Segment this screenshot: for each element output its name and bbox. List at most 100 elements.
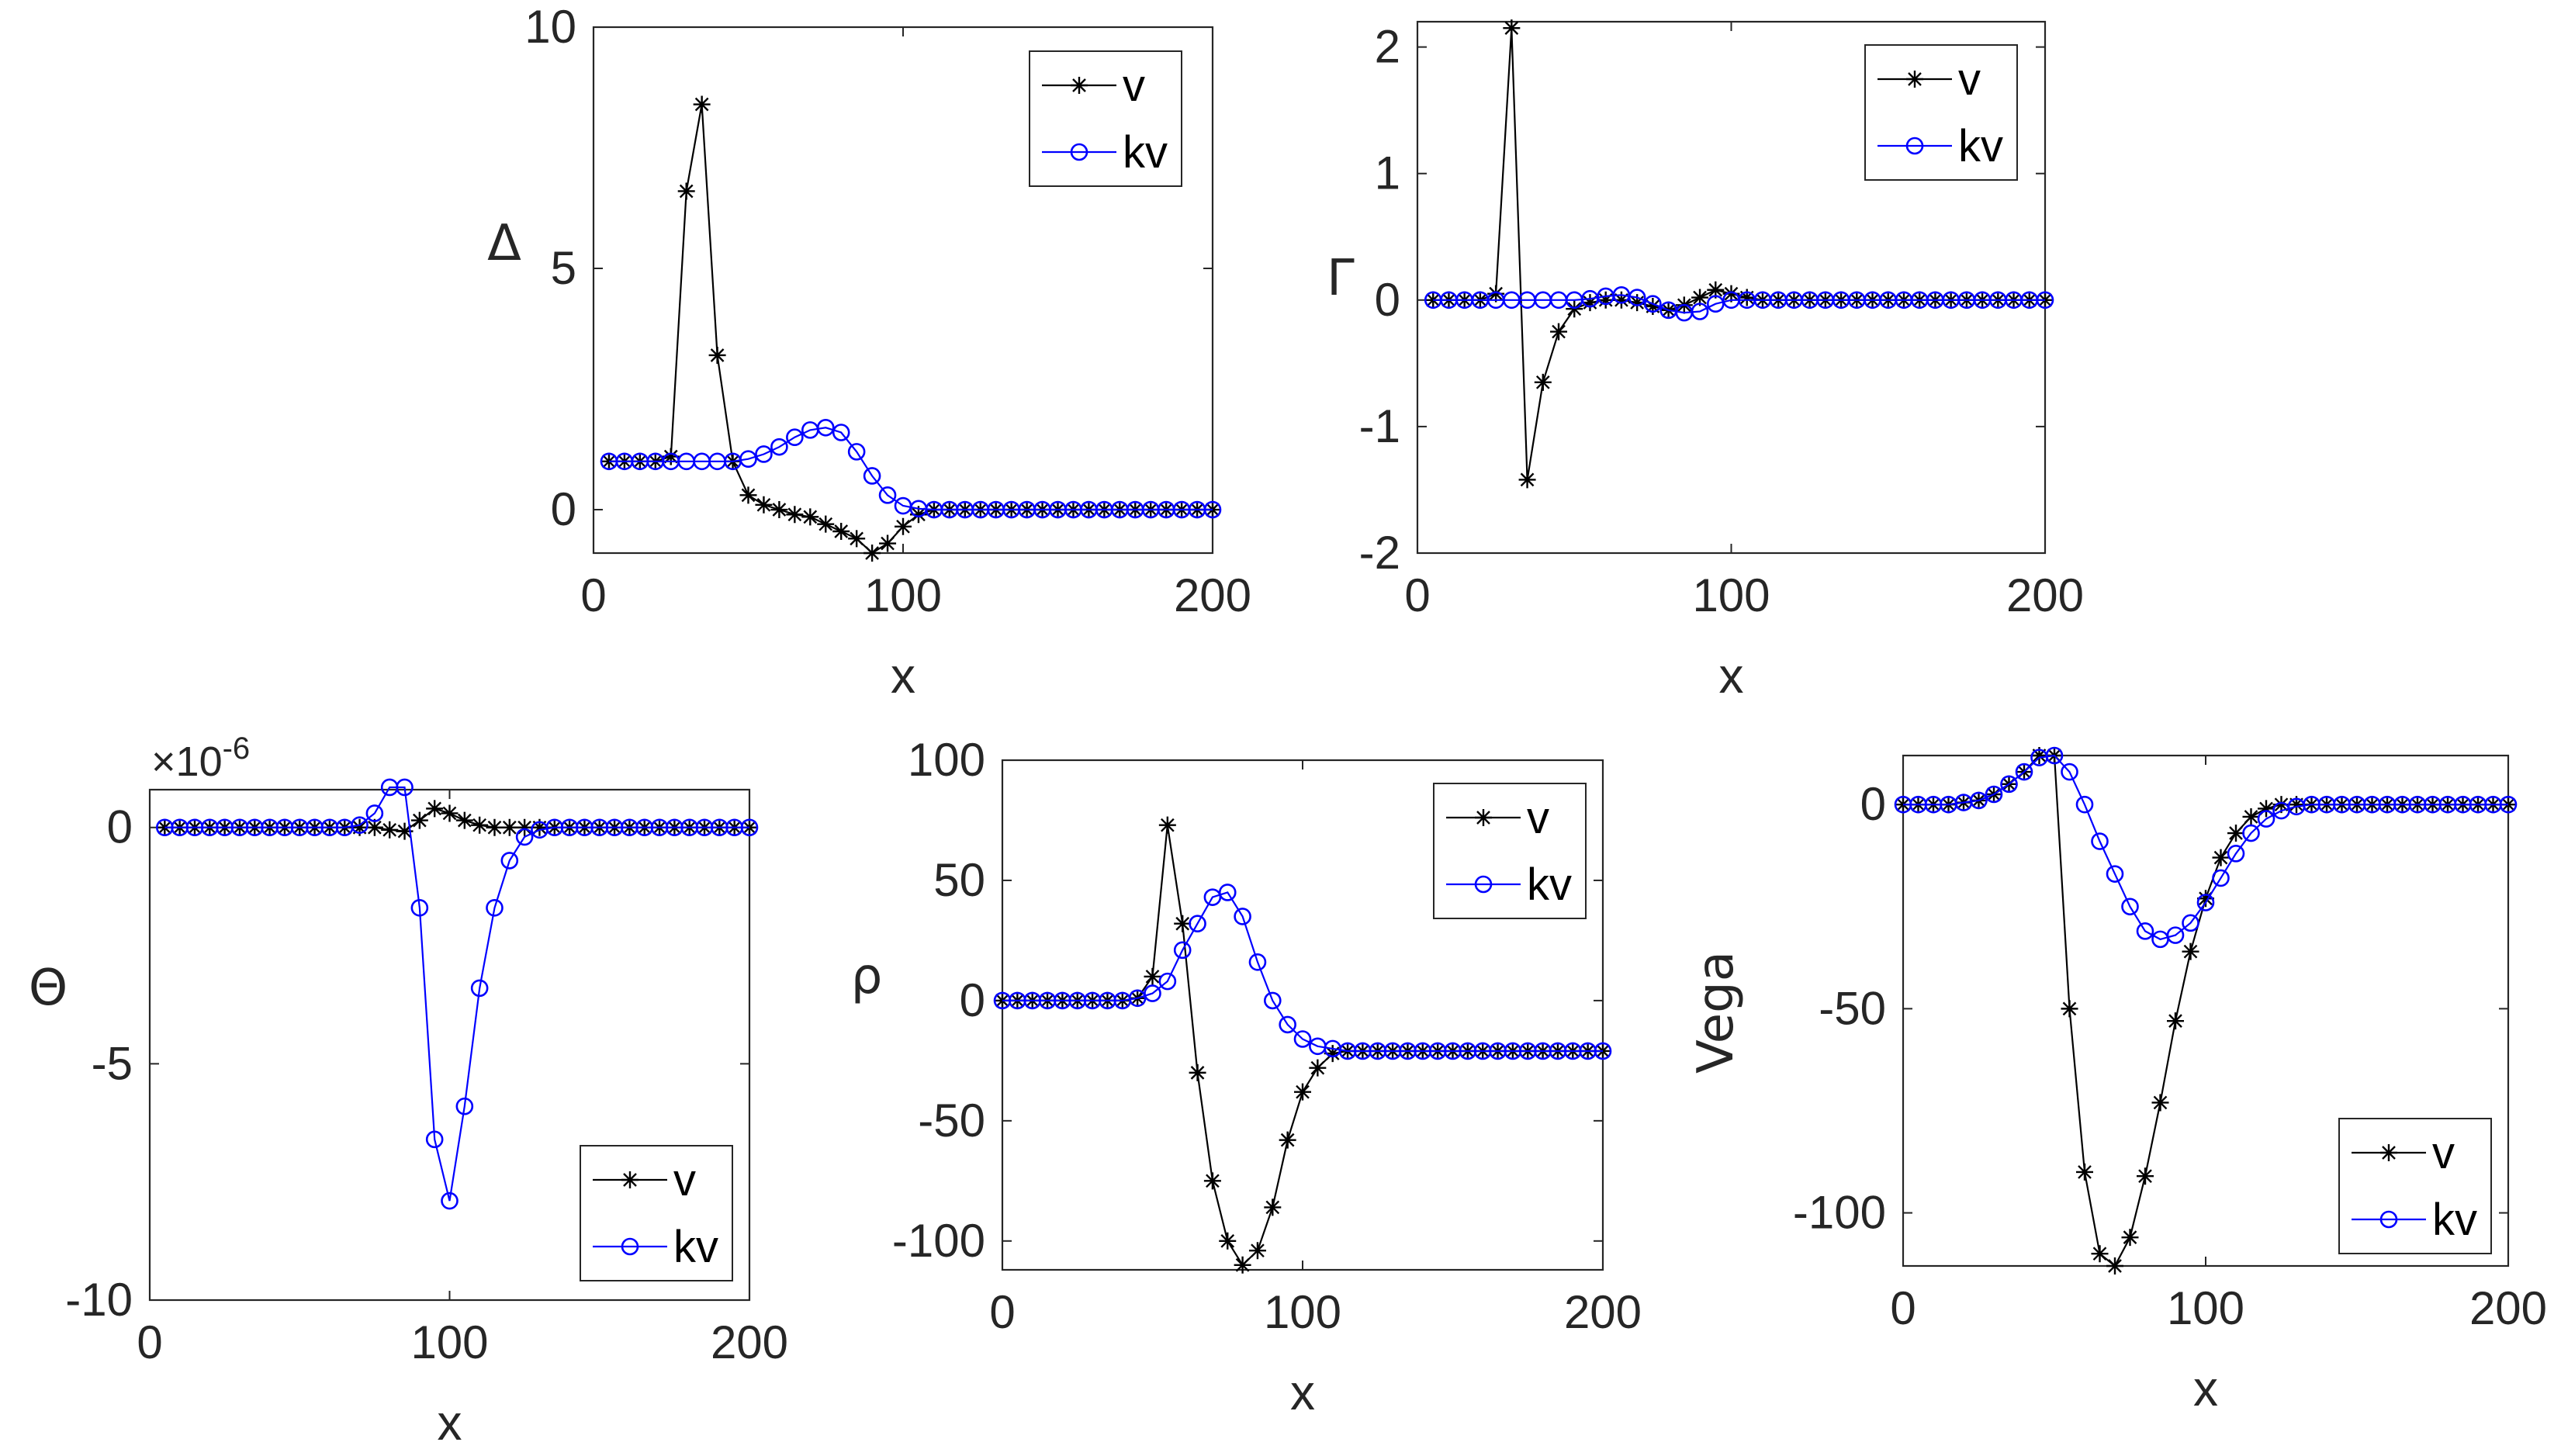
x-axis-label: x [1290, 1364, 1315, 1420]
data-point-kv [2121, 897, 2139, 916]
legend-label-kv: kv [1123, 127, 1168, 178]
y-tick-label: 2 [1375, 21, 1400, 73]
data-point-v [1722, 285, 1740, 303]
data-point-v [786, 506, 804, 524]
data-point-v [1294, 1083, 1311, 1101]
y-tick-label: -5 [92, 1037, 133, 1089]
x-tick-label: 200 [1564, 1286, 1642, 1338]
legend-label-v: v [1527, 793, 1549, 843]
data-point-kv [1970, 791, 1988, 810]
data-point-kv [863, 467, 881, 485]
legend-vega: v kv [2338, 1118, 2492, 1254]
data-point-v [2227, 825, 2244, 842]
data-point-v [693, 95, 711, 113]
data-point-v [708, 346, 726, 364]
data-point-v [755, 496, 773, 514]
y-tick-label: 0 [107, 801, 133, 853]
data-point-kv [770, 437, 788, 456]
data-point-kv [1144, 984, 1161, 1002]
data-point-v [662, 448, 680, 465]
x-tick-label: 200 [2469, 1282, 2547, 1334]
legend-label-kv: kv [1527, 859, 1572, 910]
x-tick-label: 100 [2167, 1282, 2244, 1334]
data-point-v [2197, 890, 2214, 908]
legend-label-kv: kv [1958, 121, 2003, 171]
x-axis-label: x [891, 648, 915, 704]
data-point-v [832, 523, 850, 541]
legend-marker-v [1071, 77, 1088, 94]
y-axis-label: Θ [29, 960, 67, 1017]
legend-gamma: v kv [1864, 44, 2018, 181]
data-point-kv [396, 778, 414, 797]
legend-label-v: v [673, 1155, 696, 1205]
data-point-kv [2061, 763, 2078, 781]
legend-marker-kv [1070, 143, 1088, 161]
y-tick-label: -50 [1819, 982, 1886, 1034]
y-tick-label: 10 [524, 1, 576, 53]
data-point-v [365, 818, 383, 836]
data-point-v [1534, 373, 1552, 391]
data-point-kv [2257, 810, 2275, 828]
data-point-kv [2045, 746, 2064, 765]
data-point-v [600, 452, 618, 470]
data-point-v [1503, 19, 1521, 37]
legend-marker-v [1475, 809, 1492, 826]
data-point-kv [1644, 295, 1662, 313]
data-point-v [1550, 323, 1568, 341]
data-point-kv [2212, 869, 2230, 887]
data-point-v [1581, 294, 1599, 312]
legend-marker-kv [1905, 137, 1924, 155]
data-point-kv [816, 418, 835, 437]
data-point-v [1158, 816, 1176, 834]
data-point-v [2242, 808, 2260, 825]
y-tick-label: 1 [1375, 147, 1400, 199]
y-tick-label: -1 [1359, 400, 1400, 452]
y-tick-label: 50 [933, 854, 985, 906]
y-tick-label: 5 [551, 242, 576, 294]
legend-rho: v kv [1433, 783, 1587, 919]
data-point-v [426, 800, 444, 818]
legend-box [2338, 1118, 2492, 1254]
data-point-v [2258, 800, 2275, 818]
data-point-v [1144, 967, 1161, 985]
data-point-v [2030, 747, 2048, 764]
data-point-kv [2227, 845, 2245, 863]
data-point-v [1203, 1172, 1221, 1190]
data-point-kv [2196, 894, 2215, 911]
chart-vega: 0 100 200 -100 -50 0 x Vega v kv [1687, 746, 2547, 1416]
data-point-kv [1218, 884, 1237, 901]
y-axis-label: ρ [851, 948, 883, 1005]
data-point-kv [2106, 865, 2124, 883]
data-point-kv [1203, 500, 1222, 519]
legend-label-v: v [1123, 61, 1145, 111]
data-point-kv [1594, 1042, 1612, 1060]
data-point-kv [1173, 941, 1192, 960]
data-point-kv [2075, 795, 2094, 814]
data-point-kv [1628, 289, 1646, 306]
data-point-kv [2136, 922, 2154, 940]
y-axis-label: Δ [487, 215, 521, 272]
data-point-v [2106, 1257, 2123, 1274]
data-point-v [396, 822, 414, 840]
data-point-kv [739, 450, 757, 469]
data-point-v [895, 517, 912, 535]
x-tick-label: 200 [2006, 569, 2084, 621]
y-tick-label: -2 [1359, 527, 1400, 579]
legend-delta: v kv [1029, 50, 1182, 187]
data-point-v [2167, 1012, 2184, 1030]
x-tick-label: 100 [864, 569, 942, 621]
data-point-v [2182, 942, 2199, 960]
data-point-v [2272, 796, 2290, 814]
chart-rho: 0 100 200 -100 -50 0 50 100 x ρ v kv [851, 734, 1642, 1420]
series-line-kv [1002, 891, 1603, 1053]
x-tick-label: 0 [137, 1316, 162, 1368]
data-point-v [1324, 1045, 1341, 1063]
data-point-v [2121, 1229, 2139, 1247]
data-point-kv [1691, 303, 1709, 320]
data-point-kv [2166, 926, 2185, 944]
legend-box [1433, 783, 1587, 919]
data-point-v [848, 530, 866, 548]
y-tick-label: 0 [1375, 274, 1400, 326]
data-point-v [351, 818, 369, 836]
